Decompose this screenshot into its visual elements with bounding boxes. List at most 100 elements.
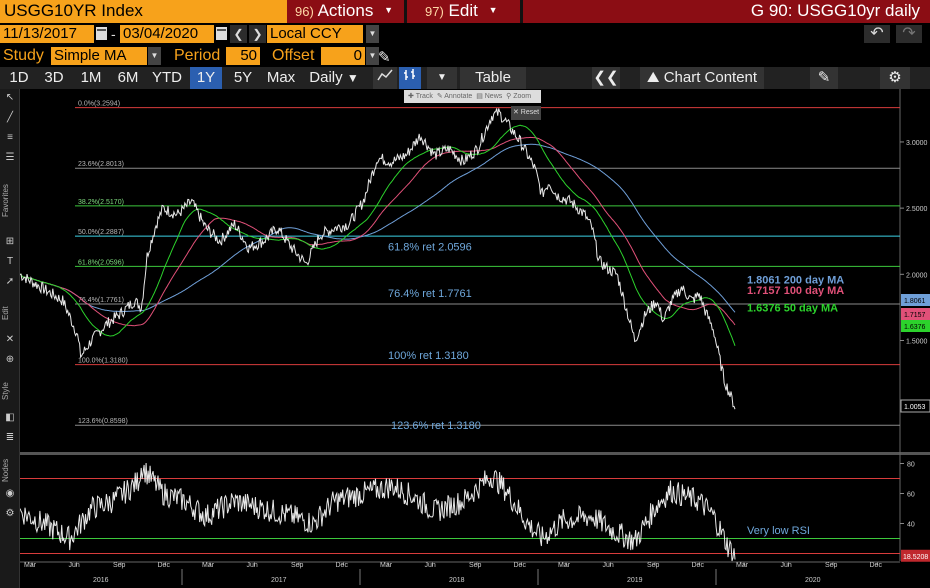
start-date-field[interactable]: 11/13/2017 xyxy=(0,25,94,43)
node-tool-icon[interactable]: ◉ xyxy=(5,488,15,499)
annotation-3: 123.6% ret 1.3180 xyxy=(391,420,481,432)
year-label-0: 2016 xyxy=(93,577,109,584)
mini-toolbar: ✚ Track ✎ Annotate ▤ News ⚲ Zoom xyxy=(404,90,541,103)
study-select[interactable]: Simple MA xyxy=(51,47,147,65)
study-label: Study xyxy=(3,47,44,64)
last-value-box-0 xyxy=(901,294,930,306)
rsi-last-value: 18.5208 xyxy=(903,554,928,561)
fib-label-3: 50.0%(2.2887) xyxy=(78,229,124,236)
gear-icon[interactable]: ⚙ xyxy=(880,67,910,89)
x-tick-label-18: Sep xyxy=(825,562,838,569)
period-button-max[interactable]: Max xyxy=(266,69,296,86)
text-tool-icon[interactable]: T xyxy=(6,256,14,267)
period-button-1d[interactable]: 1D xyxy=(9,69,29,86)
ma200-line xyxy=(20,143,736,313)
offset-field[interactable]: 0 xyxy=(321,47,365,65)
rsi-last-value-box xyxy=(901,549,930,562)
edit-chart-icon[interactable]: ✎ xyxy=(810,67,838,89)
cursor-icon[interactable]: ↖ xyxy=(5,92,15,103)
x-tick-label-15: Dec xyxy=(692,562,705,569)
edit-label: Edit xyxy=(1,306,10,320)
period-button-1y[interactable]: 1Y xyxy=(190,67,222,89)
end-date-field[interactable]: 03/04/2020 xyxy=(120,25,214,43)
x-tick-label-5: Jun xyxy=(247,562,258,569)
frequency-select[interactable]: Daily ▼ xyxy=(303,67,365,89)
undo-button[interactable]: ↶ xyxy=(864,25,890,43)
period-button-ytd[interactable]: YTD xyxy=(152,69,182,86)
period-button-6m[interactable]: 6M xyxy=(117,69,139,86)
period-button-5y[interactable]: 5Y xyxy=(233,69,253,86)
panel-divider xyxy=(20,452,930,455)
zoom-tool[interactable]: ⚲ Zoom xyxy=(506,93,532,100)
channel-tool-icon[interactable]: ⊞ xyxy=(5,236,15,247)
line-tool-icon[interactable]: ╱ xyxy=(6,112,14,123)
trend-tool-icon[interactable]: ≡ xyxy=(7,132,13,143)
bar-chart-icon[interactable] xyxy=(399,67,421,89)
collapse-panel-icon[interactable]: ❮❮ xyxy=(592,67,620,89)
news-tool[interactable]: ▤ News xyxy=(476,93,503,100)
actions-menu-button[interactable]: 96) Actions ▼ xyxy=(287,0,404,23)
last-value-box-1 xyxy=(901,308,930,320)
track-tool[interactable]: ✚ Track xyxy=(408,93,433,100)
magnet-tool-icon[interactable]: ⊕ xyxy=(5,354,15,365)
table-button[interactable]: Table xyxy=(460,67,526,89)
redo-button[interactable]: ↷ xyxy=(896,25,922,43)
arrow-tool-icon[interactable]: ➚ xyxy=(5,276,15,287)
pencil-icon[interactable]: ✎ xyxy=(378,49,391,66)
favorites-label: Favorites xyxy=(1,184,10,218)
edit-menu-button[interactable]: 97) Edit ▼ xyxy=(407,0,520,23)
last-value-0: 1.8061 xyxy=(904,298,926,305)
date-separator: - xyxy=(111,26,116,42)
next-period-button[interactable]: ❯ xyxy=(249,25,266,43)
x-tick-label-10: Sep xyxy=(469,562,482,569)
currency-field[interactable]: Local CCY xyxy=(267,25,363,43)
x-tick-label-1: Jun xyxy=(69,562,80,569)
fib-label-2: 38.2%(2.5170) xyxy=(78,199,124,206)
style-label: Style xyxy=(1,382,10,400)
year-label-4: 2020 xyxy=(805,577,821,584)
actions-number: 96) xyxy=(295,4,314,19)
price-chart[interactable]: 0.0%(3.2594) 23.6%(2.8013) 38.2%(2.5170) 50… xyxy=(20,89,930,588)
last-value-3: 1.0053 xyxy=(904,404,926,411)
chart-content-icon: ⛰ xyxy=(646,69,660,86)
fib-tool-icon[interactable]: ☰ xyxy=(5,152,15,163)
chevron-down-icon[interactable]: ▼ xyxy=(366,25,379,43)
study-bar: Study Simple MA ▼ Period 50 Offset 0 ▼ ✎ xyxy=(0,45,930,67)
settings-tool-icon[interactable]: ⚙ xyxy=(5,508,15,519)
calendar-icon[interactable] xyxy=(96,27,107,40)
last-value-2: 1.6376 xyxy=(904,324,926,331)
period-field[interactable]: 50 xyxy=(226,47,260,65)
annotate-tool[interactable]: ✎ Annotate xyxy=(436,93,473,100)
period-button-1m[interactable]: 1M xyxy=(80,69,102,86)
ticker-field[interactable]: USGG10YR Index xyxy=(0,0,287,23)
series-layer xyxy=(20,108,736,410)
period-button-3d[interactable]: 3D xyxy=(44,69,64,86)
last-value-box-3 xyxy=(900,399,930,413)
chevron-down-icon: ▼ xyxy=(384,5,393,15)
edit-number: 97) xyxy=(425,4,444,19)
line-chart-icon[interactable] xyxy=(373,67,397,89)
date-range-bar: 11/13/2017 - 03/04/2020 ❮ ❯ Local CCY ▼ … xyxy=(0,23,930,45)
fib-label-5: 76.4%(1.7761) xyxy=(78,297,124,304)
calendar-icon[interactable] xyxy=(216,27,227,40)
offset-label: Offset xyxy=(272,47,315,64)
rsi-annotation: Very low RSI xyxy=(747,525,810,537)
ma-label-2: 1.6376 50 day MA xyxy=(747,302,838,314)
color-tool-icon[interactable]: ◧ xyxy=(5,412,15,423)
chevron-down-icon[interactable]: ▼ xyxy=(427,67,457,89)
width-tool-icon[interactable]: ≣ xyxy=(5,432,15,443)
reset-button[interactable]: ✕ Reset xyxy=(511,106,541,120)
previous-period-button[interactable]: ❮ xyxy=(230,25,247,43)
chevron-down-icon[interactable]: ▼ xyxy=(366,47,379,65)
rsi-line xyxy=(20,462,736,562)
title-bar: USGG10YR Index 96) Actions ▼ 97) Edit ▼ … xyxy=(0,0,930,23)
annotation-0: 61.8% ret 2.0596 xyxy=(388,241,472,253)
chevron-down-icon[interactable]: ▼ xyxy=(148,47,161,65)
rsi-panel: 80 60 40 Very low RSI 18.5208 xyxy=(20,462,930,562)
delete-tool-icon[interactable]: ✕ xyxy=(5,334,15,345)
x-tick-label-3: Dec xyxy=(158,562,171,569)
x-tick-label-14: Sep xyxy=(647,562,660,569)
page-title: G 90: USGG10yr daily xyxy=(523,0,930,23)
chart-content-button[interactable]: ⛰ Chart Content xyxy=(640,67,764,89)
fib-levels: 0.0%(3.2594) 23.6%(2.8013) 38.2%(2.5170) 50… xyxy=(75,101,900,426)
